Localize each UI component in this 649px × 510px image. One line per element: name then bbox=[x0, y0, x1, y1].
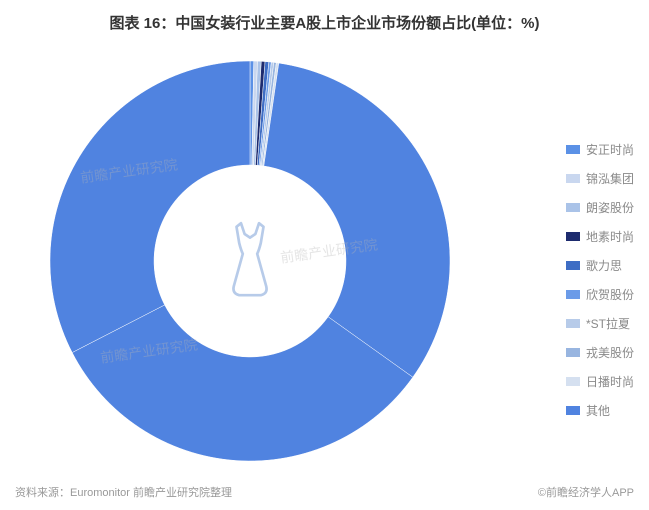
legend-swatch bbox=[566, 319, 580, 328]
legend-item: 欣贺股份 bbox=[566, 286, 634, 303]
legend-swatch bbox=[566, 290, 580, 299]
legend-label: 地素时尚 bbox=[586, 228, 634, 245]
legend-label: *ST拉夏 bbox=[586, 315, 630, 332]
chart-title: 图表 16：中国女装行业主要A股上市企业市场份额占比(单位：%) bbox=[0, 0, 649, 41]
legend-label: 歌力思 bbox=[586, 257, 622, 274]
legend-label: 朗姿股份 bbox=[586, 199, 634, 216]
legend-label: 其他 bbox=[586, 402, 610, 419]
legend-swatch bbox=[566, 232, 580, 241]
source-text: 资料来源：Euromonitor 前瞻产业研究院整理 bbox=[15, 484, 232, 500]
legend-item: 朗姿股份 bbox=[566, 199, 634, 216]
legend-swatch bbox=[566, 145, 580, 154]
legend-item: 歌力思 bbox=[566, 257, 634, 274]
donut-chart bbox=[40, 51, 460, 471]
legend-label: 锦泓集团 bbox=[586, 170, 634, 187]
dress-outline bbox=[233, 223, 266, 295]
legend-item: 戎美股份 bbox=[566, 344, 634, 361]
legend-swatch bbox=[566, 203, 580, 212]
legend-label: 安正时尚 bbox=[586, 141, 634, 158]
legend-swatch bbox=[566, 377, 580, 386]
chart-area: 安正时尚锦泓集团朗姿股份地素时尚歌力思欣贺股份*ST拉夏戎美股份日播时尚其他 前… bbox=[0, 41, 649, 461]
legend-item: 锦泓集团 bbox=[566, 170, 634, 187]
legend-item: 其他 bbox=[566, 402, 634, 419]
legend-item: 日播时尚 bbox=[566, 373, 634, 390]
legend-label: 欣贺股份 bbox=[586, 286, 634, 303]
legend-item: *ST拉夏 bbox=[566, 315, 634, 332]
legend-item: 安正时尚 bbox=[566, 141, 634, 158]
legend-swatch bbox=[566, 348, 580, 357]
legend-label: 日播时尚 bbox=[586, 373, 634, 390]
legend-swatch bbox=[566, 406, 580, 415]
donut-slice bbox=[50, 61, 250, 353]
legend-swatch bbox=[566, 174, 580, 183]
dress-icon bbox=[205, 216, 295, 306]
legend-swatch bbox=[566, 261, 580, 270]
chart-legend: 安正时尚锦泓集团朗姿股份地素时尚歌力思欣贺股份 *ST拉夏戎美股份日播时尚其他 bbox=[566, 141, 634, 419]
chart-footer: 资料来源：Euromonitor 前瞻产业研究院整理 ©前瞻经济学人APP bbox=[0, 484, 649, 500]
legend-label: 戎美股份 bbox=[586, 344, 634, 361]
legend-item: 地素时尚 bbox=[566, 228, 634, 245]
attribution-text: ©前瞻经济学人APP bbox=[538, 484, 634, 500]
